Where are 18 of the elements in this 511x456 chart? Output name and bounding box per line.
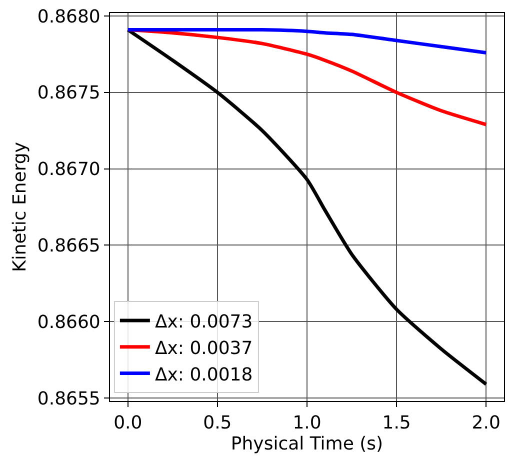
y-tick-label: 0.8670 xyxy=(37,159,100,180)
legend-label: Δx: 0.0037 xyxy=(154,338,253,359)
y-tick-label: 0.8675 xyxy=(37,82,100,104)
x-axis-title: Physical Time (s) xyxy=(230,434,384,455)
x-tick-label: 1.5 xyxy=(382,412,411,434)
line-series xyxy=(126,28,488,54)
y-tick-label: 0.8665 xyxy=(37,235,100,256)
line-series xyxy=(126,28,488,386)
legend-label: Δx: 0.0073 xyxy=(154,311,253,332)
x-tick-label: 0.0 xyxy=(114,412,142,434)
x-tick-label: 1.0 xyxy=(292,412,322,434)
legend-label: Δx: 0.0018 xyxy=(154,364,253,386)
y-tick-label: 0.8680 xyxy=(37,6,100,28)
y-tick-label: 0.8655 xyxy=(37,388,100,410)
y-axis-title: Kinetic Energy xyxy=(10,142,31,272)
y-tick-label: 0.8660 xyxy=(37,312,100,333)
x-tick-label: 0.5 xyxy=(203,412,232,434)
x-tick-label: 2.0 xyxy=(472,412,500,434)
